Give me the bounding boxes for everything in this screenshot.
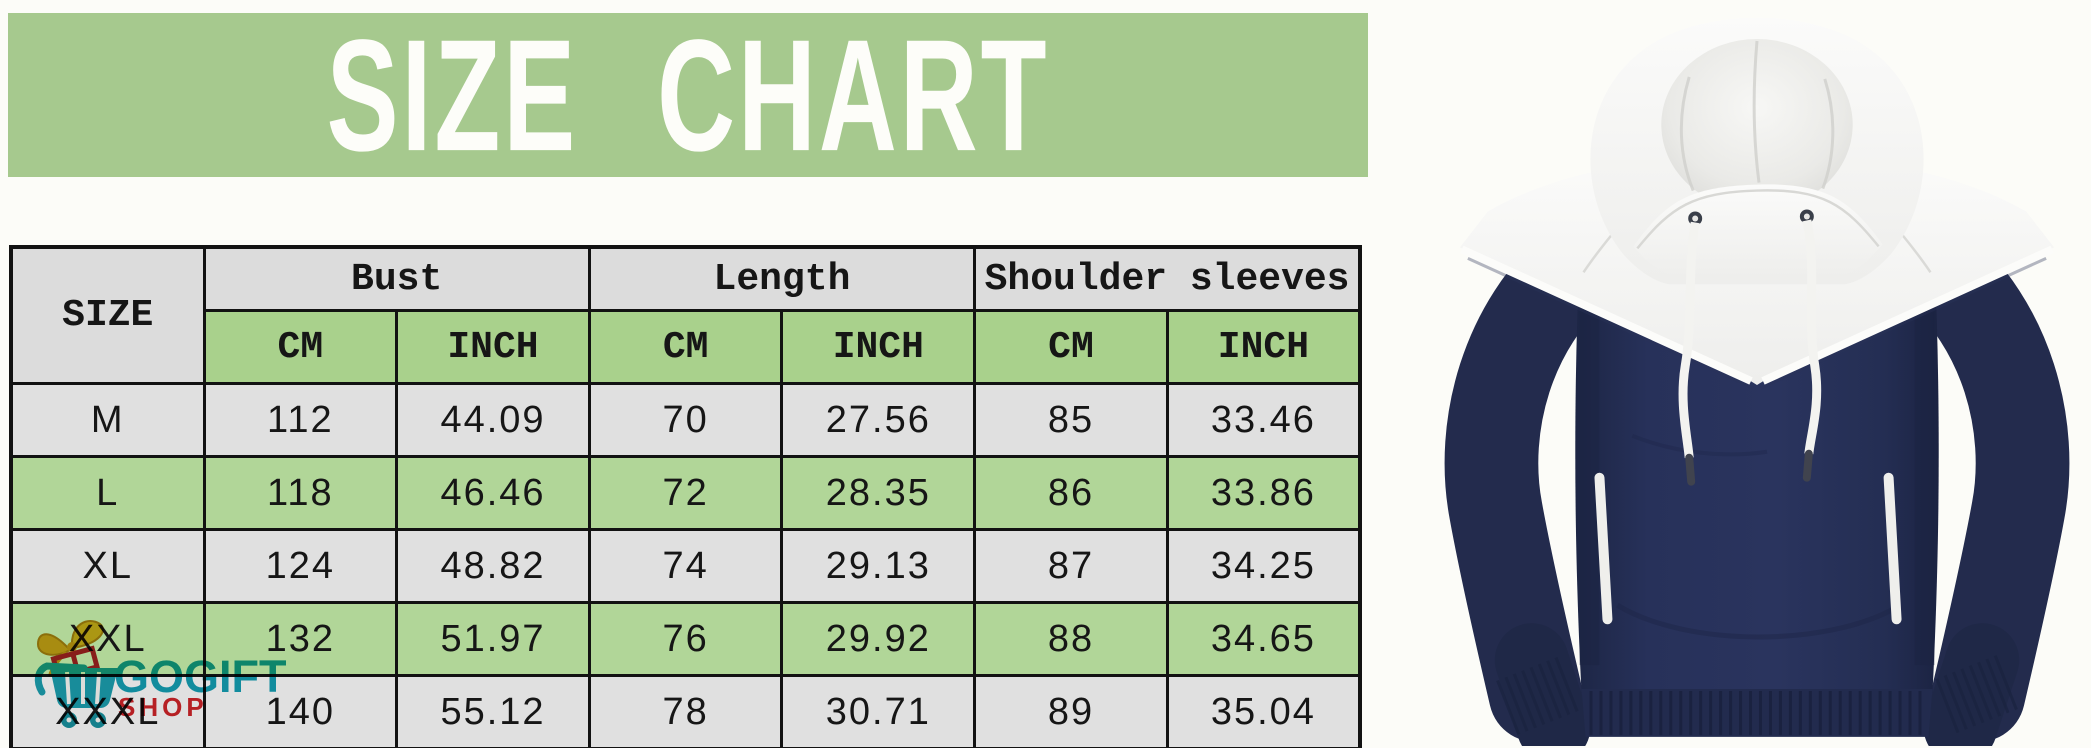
value-cell: 76 <box>587 601 784 677</box>
value-cell: 55.12 <box>395 674 591 748</box>
value-cell: 124 <box>202 528 399 604</box>
unit-header: CM <box>587 309 784 385</box>
value-cell: 88 <box>973 601 1169 677</box>
unit-header: INCH <box>780 309 977 385</box>
value-cell: 29.92 <box>780 601 977 677</box>
group-header-row: SIZE Bust Length Shoulder sleeves <box>9 245 1362 385</box>
size-table: SIZE Bust Length Shoulder sleeves CM INC… <box>9 245 1362 748</box>
left-aglet <box>1685 453 1696 486</box>
value-cell: 46.46 <box>395 455 591 531</box>
left-drawstring <box>1678 221 1700 459</box>
table-row-m: M 112 44.09 70 27.56 85 33.46 <box>9 382 1362 458</box>
value-cell: 89 <box>973 674 1169 748</box>
value-cell: 34.65 <box>1165 601 1362 677</box>
unit-header: INCH <box>1165 309 1362 385</box>
value-cell: 27.56 <box>780 382 977 458</box>
right-pocket-stripe <box>1883 472 1902 625</box>
size-cell: XXL <box>9 601 206 677</box>
title-banner: SIZE CHART <box>8 13 1368 177</box>
value-cell: 70 <box>587 382 784 458</box>
value-cell: 30.71 <box>780 674 977 748</box>
value-cell: 87 <box>973 528 1169 604</box>
hoodie-product-image <box>1444 17 2070 746</box>
value-cell: 74 <box>587 528 784 604</box>
unit-header: INCH <box>395 309 591 385</box>
value-cell: 72 <box>587 455 784 531</box>
size-cell: XXXL <box>9 674 206 748</box>
hoodie-torso <box>1575 254 1939 694</box>
value-cell: 118 <box>202 455 399 531</box>
unit-header: CM <box>202 309 399 385</box>
value-cell: 132 <box>202 601 399 677</box>
value-cell: 29.13 <box>780 528 977 604</box>
hoodie-hem-band <box>1581 689 1933 737</box>
value-cell: 51.97 <box>395 601 591 677</box>
hood-lining <box>1661 39 1853 211</box>
value-cell: 44.09 <box>395 382 591 458</box>
value-cell: 33.86 <box>1165 455 1362 531</box>
unit-header: CM <box>973 309 1169 385</box>
table-row-xxl: XXL 132 51.97 76 29.92 88 34.65 <box>9 601 1362 677</box>
value-cell: 78 <box>587 674 784 748</box>
group-header-length: Length <box>587 245 977 312</box>
group-header-bust: Bust <box>202 245 591 312</box>
value-cell: 34.25 <box>1165 528 1362 604</box>
table-row-xxxl: XXXL 140 55.12 78 30.71 89 35.04 <box>9 674 1362 748</box>
value-cell: 112 <box>202 382 399 458</box>
table-row-l: L 118 46.46 72 28.35 86 33.86 <box>9 455 1362 531</box>
value-cell: 85 <box>973 382 1169 458</box>
right-drawstring <box>1802 219 1822 455</box>
value-cell: 28.35 <box>780 455 977 531</box>
size-cell: M <box>9 382 206 458</box>
size-cell: L <box>9 455 206 531</box>
value-cell: 35.04 <box>1165 674 1362 748</box>
right-aglet <box>1802 449 1813 482</box>
unit-header-row: CM INCH CM INCH CM INCH <box>11 309 1362 385</box>
group-header-shoulder-sleeves: Shoulder sleeves <box>973 245 1362 312</box>
value-cell: 86 <box>973 455 1169 531</box>
value-cell: 140 <box>202 674 399 748</box>
left-pocket-stripe <box>1594 472 1613 625</box>
size-cell: XL <box>9 528 206 604</box>
page-title: SIZE CHART <box>326 5 1050 185</box>
size-column-header: SIZE <box>9 245 206 385</box>
value-cell: 48.82 <box>395 528 591 604</box>
table-row-xl: XL 124 48.82 74 29.13 87 34.25 <box>9 528 1362 604</box>
value-cell: 33.46 <box>1165 382 1362 458</box>
